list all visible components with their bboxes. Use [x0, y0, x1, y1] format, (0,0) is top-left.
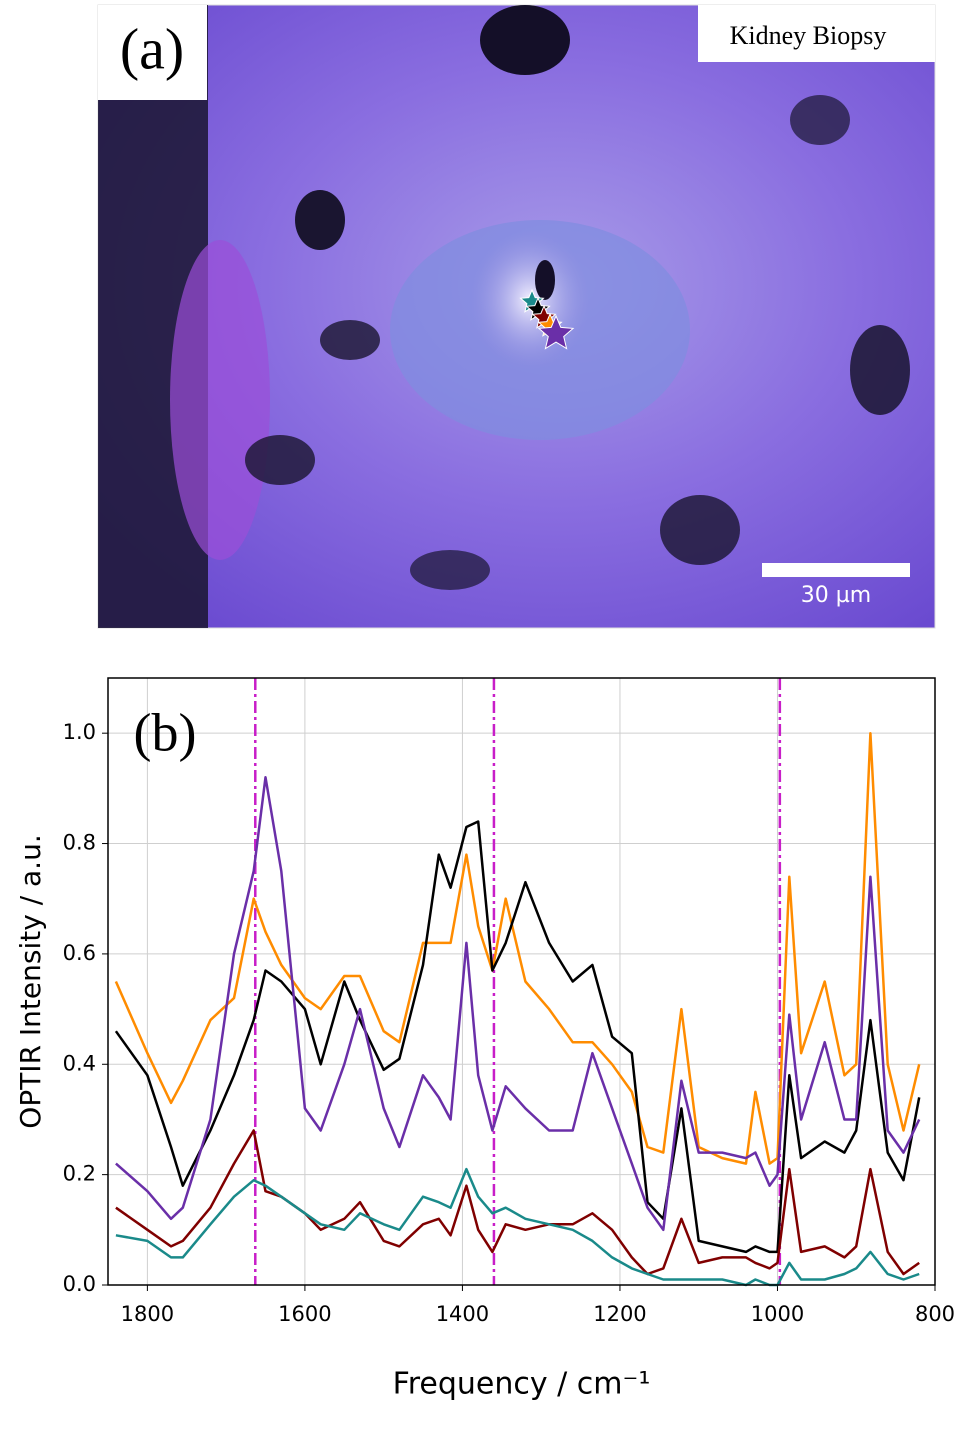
series-line	[115, 776, 921, 1232]
image-title: Kidney Biopsy	[730, 21, 887, 50]
tissue-region	[170, 240, 270, 560]
x-tick-label: 1800	[121, 1302, 174, 1326]
dark-region	[480, 5, 570, 75]
dark-region	[660, 495, 740, 565]
dark-region	[850, 325, 910, 415]
dark-region	[535, 260, 555, 300]
series-line	[114, 820, 921, 1254]
dark-region	[295, 190, 345, 250]
y-tick-label: 0.2	[63, 1162, 96, 1186]
scale-bar	[762, 563, 910, 577]
x-tick-label: 1400	[436, 1302, 489, 1326]
y-axis-label: OPTIR Intensity / a.u.	[14, 834, 47, 1128]
series-line	[115, 1129, 920, 1276]
y-tick-label: 0.4	[63, 1051, 96, 1075]
x-tick-label: 1200	[593, 1302, 646, 1326]
y-tick-label: 0.6	[63, 941, 96, 965]
y-tick-label: 0.8	[63, 831, 96, 855]
series-line	[114, 731, 921, 1165]
y-tick-label: 0.0	[63, 1272, 96, 1296]
scale-bar-label: 30 µm	[801, 583, 871, 608]
panel-label: (a)	[120, 16, 184, 81]
series-line	[115, 1167, 920, 1287]
title-box	[698, 5, 935, 62]
dark-region	[410, 550, 490, 590]
panel-label: (b)	[134, 702, 197, 762]
dark-region	[245, 435, 315, 485]
plot-frame	[107, 677, 936, 1286]
label-box	[98, 5, 207, 100]
y-tick-label: 1.0	[63, 720, 96, 744]
chart: 0.0 0.2 0.4 0.6 0.8 1.0 1800 1600 1400 1200 1000 80…	[14, 677, 955, 1402]
x-tick-label: 1600	[278, 1302, 331, 1326]
site-marker	[537, 314, 575, 350]
dark-region	[790, 95, 850, 145]
x-axis-label: Frequency / cm⁻¹	[393, 1367, 651, 1402]
x-tick-label: 800	[915, 1302, 955, 1326]
micrograph: (a) Kidney Biopsy 30 µm	[97, 4, 936, 629]
dark-region	[320, 320, 380, 360]
x-tick-label: 1000	[751, 1302, 804, 1326]
